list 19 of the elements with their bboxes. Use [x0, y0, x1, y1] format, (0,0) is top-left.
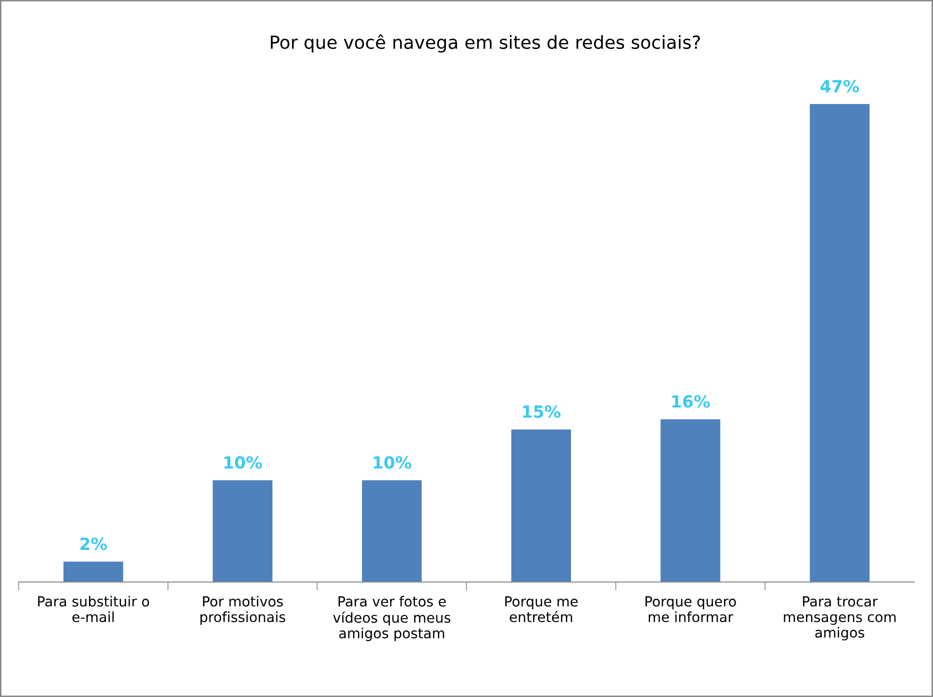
data-label: 10% [374, 456, 412, 469]
data-label: 2% [80, 537, 107, 550]
x-tick-label: Porque me entretém [505, 596, 578, 622]
bar [511, 429, 571, 582]
x-tick-label: Por motivos profissionais [200, 596, 286, 625]
x-tick-label: Para ver fotos e vídeos que meus amigos postam [333, 596, 450, 642]
x-tick-label: Para trocar mensagens com amigos [784, 596, 896, 640]
bar [362, 480, 422, 582]
bar [212, 480, 272, 582]
data-label: 16% [672, 395, 710, 408]
bar [810, 104, 870, 582]
data-label: 10% [224, 456, 262, 469]
data-label: 15% [523, 405, 561, 418]
x-tick-label: Para substituir o e-mail [38, 596, 150, 622]
x-tick-label: Porque quero me informar [646, 596, 736, 622]
chart-title: Por que você navega em sites de redes sociais? [270, 34, 700, 53]
bar [63, 562, 124, 582]
data-label: 47% [820, 80, 860, 92]
bar [660, 419, 720, 582]
